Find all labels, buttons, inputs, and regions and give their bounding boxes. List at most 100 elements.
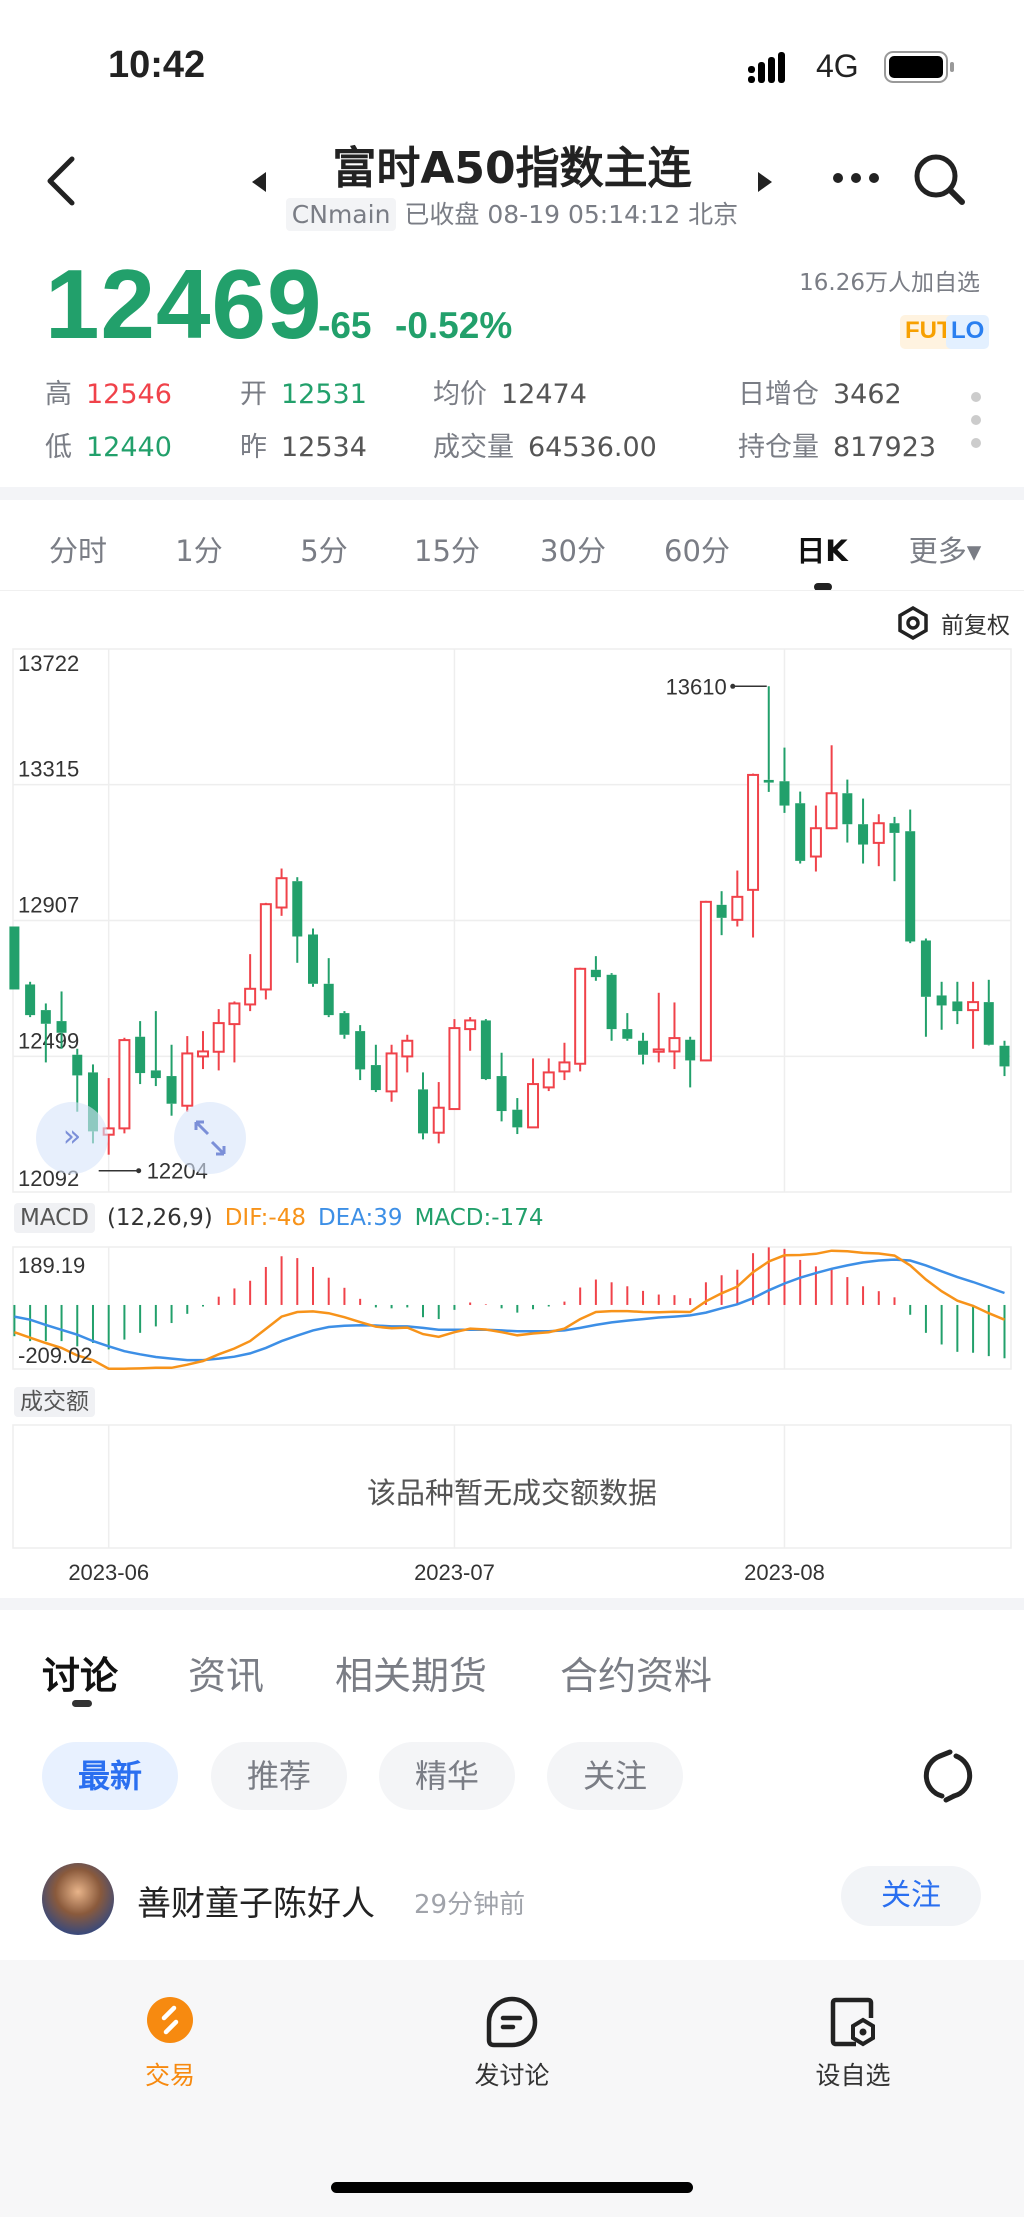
period-tab[interactable]: 5分 <box>300 534 348 568</box>
more-icon[interactable] <box>830 168 882 192</box>
stat-value: 817923 <box>833 432 937 463</box>
next-contract-icon[interactable] <box>756 170 774 198</box>
price-change: -65 <box>318 305 372 346</box>
stat-label: 开 <box>240 379 267 410</box>
adjust-button[interactable]: 前复权 <box>897 606 1010 640</box>
vertical-more-icon[interactable] <box>970 390 982 454</box>
battery-icon <box>884 50 956 88</box>
collapse-chart-button[interactable]: » <box>36 1102 108 1174</box>
panel-frame <box>12 1246 1012 1370</box>
macd-legend: MACD (12,26,9) DIF:-48 DEA:39 MACD:-174 <box>14 1203 543 1233</box>
candle-down <box>716 904 727 918</box>
avatar[interactable] <box>42 1863 114 1935</box>
candle-down <box>308 934 319 984</box>
candle-down <box>418 1089 429 1134</box>
period-tab[interactable]: 30分 <box>540 534 606 568</box>
nav-trade[interactable]: 交易 <box>144 2061 196 2090</box>
candle-up <box>275 877 288 909</box>
candle-down <box>25 984 36 1016</box>
candle-down <box>166 1076 177 1104</box>
trade-icon[interactable] <box>146 1996 194 2048</box>
signal-icon <box>748 52 796 88</box>
candle-down <box>842 793 853 825</box>
candle-down <box>87 1072 98 1132</box>
adjust-label: 前复权 <box>941 613 1010 639</box>
candle-down <box>339 1013 350 1035</box>
dea-line <box>14 1258 1005 1362</box>
candle-down <box>150 1070 161 1079</box>
active-tab-indicator <box>72 1700 92 1707</box>
stat-label: 均价 <box>433 379 487 410</box>
candle-up <box>432 1106 445 1134</box>
candle-up <box>574 967 587 1065</box>
post-author[interactable]: 善财童子陈好人 <box>137 1884 375 1924</box>
candle-up <box>825 792 838 830</box>
candle-up <box>448 1027 461 1111</box>
stat-value: 12440 <box>86 432 172 463</box>
candle-up <box>652 1048 665 1053</box>
macd-min-label: -209.02 <box>18 1343 93 1368</box>
period-tab[interactable]: 60分 <box>664 534 730 568</box>
dif-line <box>13 1249 1005 1370</box>
refresh-icon[interactable] <box>920 1748 976 1808</box>
post-discussion-icon[interactable] <box>486 1996 538 2052</box>
back-button[interactable] <box>40 155 80 211</box>
candle-down <box>983 1002 994 1045</box>
discussion-tab[interactable]: 讨论 <box>42 1654 119 1698</box>
fullscreen-button[interactable] <box>174 1102 246 1174</box>
y-tick-label: 12499 <box>18 1028 79 1053</box>
candle-down <box>355 1031 366 1070</box>
candle-down <box>638 1040 649 1055</box>
candle-down <box>889 823 900 833</box>
candle-down <box>952 1001 963 1012</box>
expand-icon <box>194 1120 226 1156</box>
candle-up <box>212 1022 225 1053</box>
market-status: CNmain 已收盘 08-19 05:14:12 北京 <box>0 195 1024 231</box>
stat-1: 开 12531 <box>240 372 367 411</box>
stat-2: 均价 12474 <box>433 372 587 411</box>
max-price-label: 13610 <box>666 674 727 699</box>
candle-up <box>967 1001 980 1012</box>
macd-max-label: 189.19 <box>18 1253 85 1278</box>
period-tab[interactable]: 更多▾ <box>908 534 982 568</box>
candle-up <box>385 1052 398 1093</box>
candle-up <box>196 1050 209 1058</box>
nav-add-watchlist[interactable]: 设自选 <box>815 2061 891 2090</box>
discussion-tab[interactable]: 资讯 <box>188 1654 265 1698</box>
post-time: 29分钟前 <box>414 1890 526 1920</box>
candle-up <box>244 987 257 1006</box>
follow-button[interactable]: 关注 <box>841 1866 981 1926</box>
nav-post-discussion[interactable]: 发讨论 <box>474 2061 550 2090</box>
candle-down <box>685 1039 696 1061</box>
last-price: 12469 <box>45 249 323 359</box>
period-tab[interactable]: 1分 <box>175 534 223 568</box>
add-watchlist-icon[interactable] <box>830 1996 878 2052</box>
candle-up <box>527 1083 540 1129</box>
search-icon[interactable] <box>912 152 968 212</box>
x-tick-label: 2023-07 <box>414 1560 495 1585</box>
macd-value: MACD:-174 <box>414 1205 544 1231</box>
candle-down <box>905 831 916 942</box>
discussion-tab[interactable]: 合约资料 <box>560 1654 713 1698</box>
y-tick-label: 13722 <box>18 651 79 676</box>
period-tab[interactable]: 日K <box>796 534 848 568</box>
discussion-tab[interactable]: 相关期货 <box>335 1654 488 1698</box>
period-tab[interactable]: 15分 <box>414 534 480 568</box>
candle-down <box>40 1010 51 1024</box>
candle-down <box>858 824 869 845</box>
filter-chip[interactable]: 推荐 <box>211 1742 347 1810</box>
macd-label: MACD <box>14 1203 95 1233</box>
kline-chart[interactable]: 2023-06 2023-07 2023-08 13722 13315 12907 1249… <box>0 640 1024 1600</box>
candle-down <box>936 995 947 1006</box>
macd-params: (12,26,9) <box>106 1205 213 1231</box>
stat-label: 持仓量 <box>738 432 819 463</box>
filter-chip[interactable]: 最新 <box>42 1742 178 1810</box>
filter-chip[interactable]: 关注 <box>547 1742 683 1810</box>
candle-down <box>292 881 303 937</box>
stat-label: 成交量 <box>433 432 514 463</box>
filter-chip[interactable]: 精华 <box>379 1742 515 1810</box>
prev-contract-icon[interactable] <box>250 170 268 198</box>
period-tab[interactable]: 分时 <box>48 534 108 568</box>
candle-down <box>56 1021 67 1033</box>
home-indicator[interactable] <box>331 2182 693 2193</box>
